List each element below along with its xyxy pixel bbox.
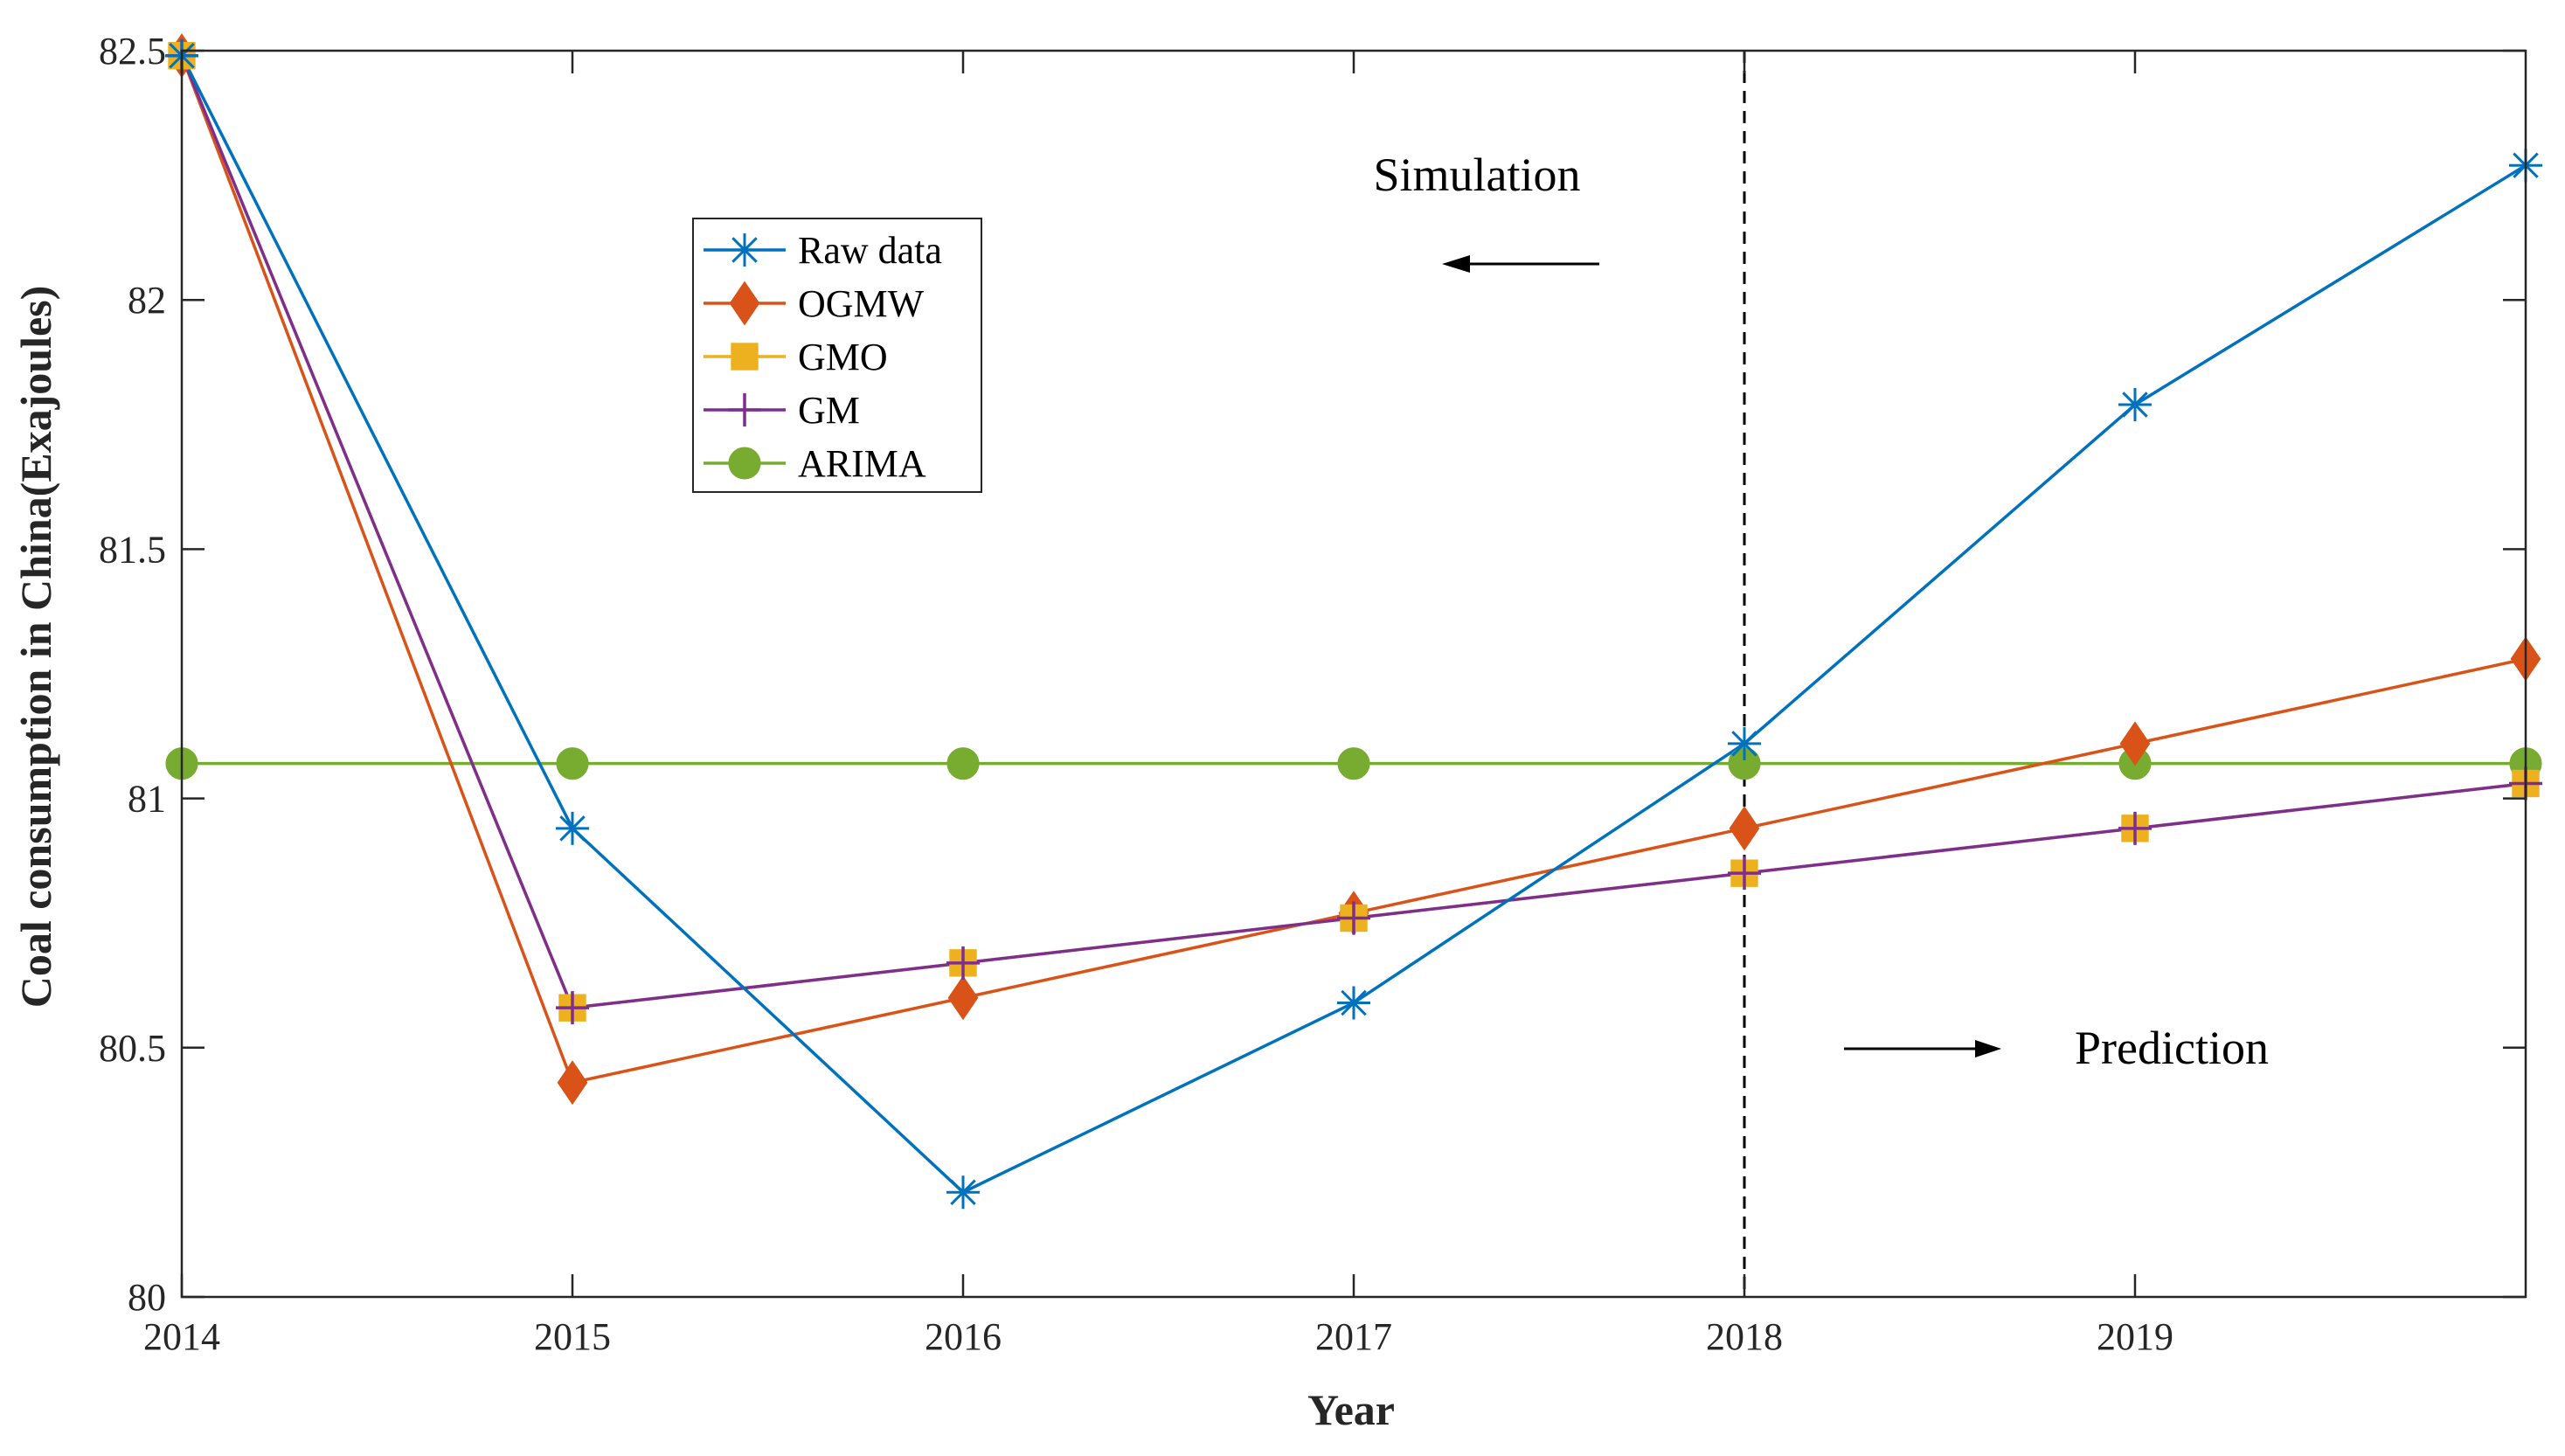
data-point-raw-data: [2118, 387, 2152, 421]
data-point-ogmw: [557, 1060, 588, 1106]
legend-label: ARIMA: [798, 442, 926, 485]
x-tick-label: 2016: [925, 1315, 1002, 1358]
legend-label: Raw data: [798, 229, 942, 272]
prediction-label: Prediction: [2075, 1022, 2269, 1074]
y-tick-label: 80: [128, 1276, 166, 1319]
y-tick-label: 80.5: [99, 1027, 166, 1070]
data-point-arima: [1337, 747, 1370, 780]
legend-label: OGMW: [798, 282, 925, 325]
x-axis-title: Year: [1307, 1385, 1395, 1434]
y-tick-label: 82.5: [99, 30, 166, 73]
simulation-annotation: Simulation: [1373, 149, 1599, 273]
x-tick-label: 2017: [1315, 1315, 1392, 1358]
legend-marker-gmo: [731, 343, 759, 371]
x-tick-label: 2019: [2097, 1315, 2173, 1358]
data-point-gm: [1728, 856, 1761, 891]
legend: Raw data OGMW GMO GM ARIMA: [692, 218, 982, 493]
data-point-arima: [556, 747, 589, 780]
x-tick-label: 2015: [534, 1315, 611, 1358]
prediction-arrowhead: [1975, 1040, 2001, 1057]
y-tick-label: 81: [128, 778, 166, 821]
data-point-gm: [556, 991, 589, 1025]
legend-marker-ogmw: [729, 281, 760, 326]
simulation-label: Simulation: [1373, 149, 1580, 201]
data-point-ogmw: [1729, 806, 1760, 851]
legend-marker-arima: [728, 447, 761, 480]
data-point-raw-data: [556, 811, 589, 845]
data-point-arima: [946, 747, 980, 780]
legend-label: GM: [798, 389, 860, 432]
legend-label: GMO: [798, 336, 888, 378]
y-tick-label: 82: [128, 279, 166, 322]
prediction-annotation: Prediction: [1844, 1022, 2269, 1074]
simulation-arrowhead: [1442, 255, 1470, 273]
data-point-raw-data: [1728, 726, 1761, 760]
data-point-gm: [1337, 901, 1370, 935]
data-point-gm: [946, 946, 980, 980]
legend-marker-raw-data: [728, 233, 761, 267]
x-tick-label: 2014: [143, 1315, 220, 1358]
data-point-raw-data: [946, 1175, 980, 1210]
data-point-raw-data: [1337, 986, 1370, 1020]
data-point-ogmw: [2119, 721, 2151, 766]
y-tick-label: 81.5: [99, 528, 166, 571]
legend-marker-gm: [728, 393, 761, 426]
data-point-ogmw: [947, 975, 979, 1021]
y-axis-title: Coal consumption in China(Exajoules): [11, 286, 60, 1009]
x-tick-label: 2018: [1706, 1315, 1783, 1358]
data-point-gm: [2118, 811, 2152, 845]
